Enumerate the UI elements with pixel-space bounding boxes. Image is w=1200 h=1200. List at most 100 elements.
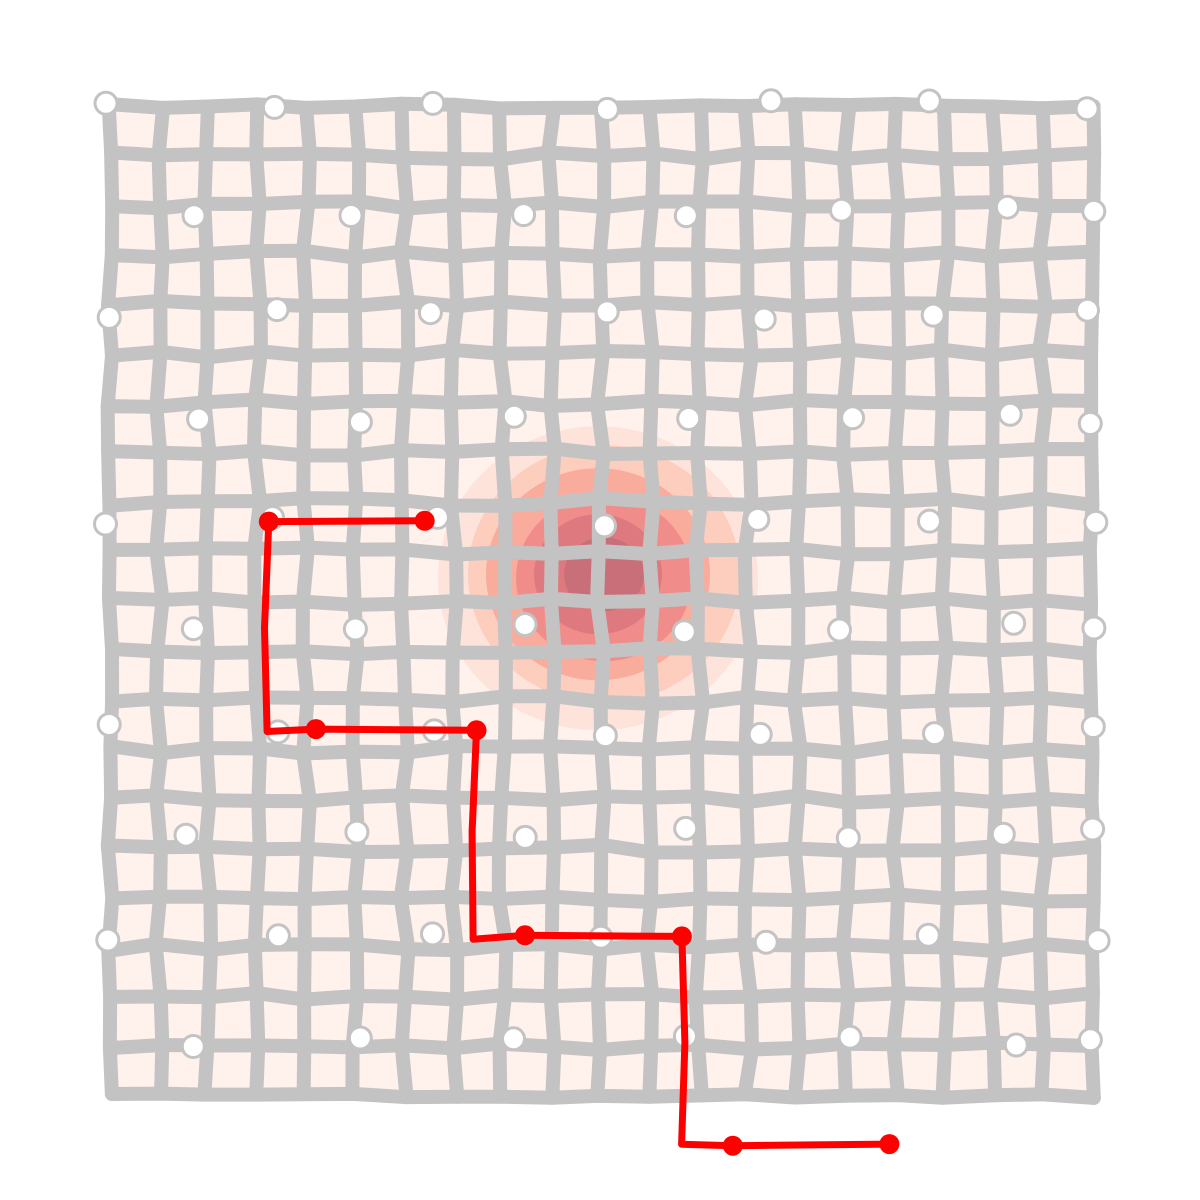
grid-cell	[699, 851, 749, 900]
grid-cell	[993, 1042, 1045, 1096]
grid-cell	[895, 745, 948, 801]
grid-cell	[453, 1043, 501, 1097]
grid-cell	[745, 152, 800, 207]
waypoint-node	[997, 401, 1023, 427]
grid-cell	[156, 351, 208, 407]
grid-cell	[501, 746, 554, 801]
waypoint-node	[93, 511, 118, 537]
grid-cell	[844, 206, 899, 256]
route-marker	[722, 1135, 743, 1156]
grid-cell	[403, 651, 453, 703]
waypoint-node	[829, 197, 854, 223]
grid-cell	[205, 846, 260, 899]
grid-cell	[400, 400, 453, 452]
grid-cell	[552, 844, 602, 900]
grid-cell	[744, 1047, 800, 1098]
grid-cell	[205, 548, 255, 603]
waypoint-node	[338, 203, 364, 228]
waypoint-node	[501, 403, 527, 429]
grid-lines	[100, 96, 1102, 1105]
grid-cell	[453, 746, 505, 798]
grid-cell	[647, 302, 699, 355]
grid-cell	[697, 201, 748, 258]
grid-cell	[303, 250, 355, 306]
grid-cell	[155, 943, 212, 998]
waypoint-node	[920, 302, 946, 328]
grid-cell	[991, 550, 1040, 604]
waypoint-node	[93, 90, 119, 116]
grid-cell	[358, 154, 408, 209]
grid-cell	[155, 896, 212, 950]
grid-cell	[352, 751, 408, 798]
grid-cell	[650, 852, 701, 902]
grid-cell	[453, 104, 501, 160]
grid-cell	[304, 944, 358, 1000]
grid-cell	[941, 349, 993, 405]
grid-cell	[697, 254, 748, 306]
waypoint-node	[592, 723, 618, 749]
grid-cell	[945, 158, 997, 204]
grid-cell	[204, 351, 261, 403]
grid-cell	[1039, 943, 1093, 999]
grid-cell	[109, 996, 163, 1049]
waypoint-node	[420, 90, 446, 116]
grid-cell	[648, 747, 698, 798]
grid-cell	[1039, 600, 1092, 655]
grid-cell	[1040, 449, 1093, 505]
waypoint-nodes	[93, 88, 1111, 1059]
grid-line-vertical	[148, 100, 171, 1101]
grid-cell	[354, 603, 404, 655]
waypoint-node	[745, 506, 771, 532]
grid-cell	[946, 747, 996, 803]
grid-cell	[354, 450, 402, 501]
grid-cell	[843, 597, 894, 649]
grid-cell	[745, 600, 799, 653]
grid-cell	[354, 251, 408, 306]
grid-cell	[700, 105, 749, 160]
grid-cell	[107, 351, 161, 407]
grid-cell	[356, 795, 408, 853]
grid-cell	[945, 947, 997, 995]
grid-cell	[744, 104, 798, 154]
grid-cell	[108, 943, 161, 997]
waypoint-node	[673, 203, 699, 229]
grid-cell	[942, 252, 994, 306]
grid-cell	[893, 1044, 946, 1098]
grid-line-vertical	[541, 100, 563, 1105]
grid-cell	[992, 106, 1045, 159]
grid-cell	[500, 152, 552, 207]
grid-cell	[794, 848, 850, 901]
grid-cell	[798, 897, 848, 946]
grid-cell	[206, 652, 257, 701]
grid-cell	[499, 1043, 555, 1098]
waypoint-node	[827, 617, 852, 643]
grid-cell	[746, 795, 799, 852]
grid-cell	[354, 201, 408, 258]
waypoint-node	[592, 513, 617, 539]
grid-cell	[1039, 900, 1094, 949]
grid-cell	[942, 1042, 996, 1098]
grid-line-vertical	[197, 99, 219, 1102]
grid-cell	[455, 252, 502, 307]
grid-cell	[552, 305, 604, 354]
grid-cell	[553, 796, 605, 848]
grid-line-vertical	[737, 99, 760, 1102]
grid-cell	[400, 450, 453, 506]
grid-cell	[204, 203, 260, 254]
grid-cell	[400, 251, 458, 307]
grid-cell	[352, 549, 403, 605]
grid-cell	[989, 994, 1045, 1045]
grid-cell	[404, 349, 453, 403]
grid-cell	[601, 796, 652, 853]
grid-cell	[843, 452, 898, 502]
grid-cell	[794, 104, 850, 160]
grid-cell	[947, 846, 994, 899]
waypoint-node	[1085, 928, 1111, 954]
grid-cell	[354, 851, 408, 899]
grid-cell	[649, 105, 703, 160]
grid-cell	[550, 944, 601, 997]
grid-cell	[498, 847, 555, 900]
grid-line-vertical	[688, 98, 711, 1103]
grid-cell	[799, 399, 845, 455]
